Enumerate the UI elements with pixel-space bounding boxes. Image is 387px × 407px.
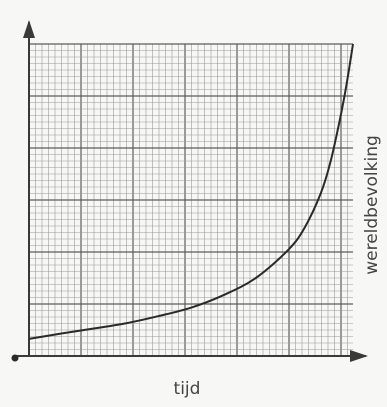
x-axis-label: tijd <box>174 379 201 399</box>
origin-dot <box>11 354 19 362</box>
series-layer <box>28 43 354 340</box>
axes <box>11 20 368 362</box>
y-axis-arrow <box>23 20 35 38</box>
series-line <box>28 43 354 340</box>
x-axis-arrow <box>350 350 368 362</box>
grid <box>28 43 353 357</box>
y-axis-label: wereldbevolking <box>362 135 382 275</box>
